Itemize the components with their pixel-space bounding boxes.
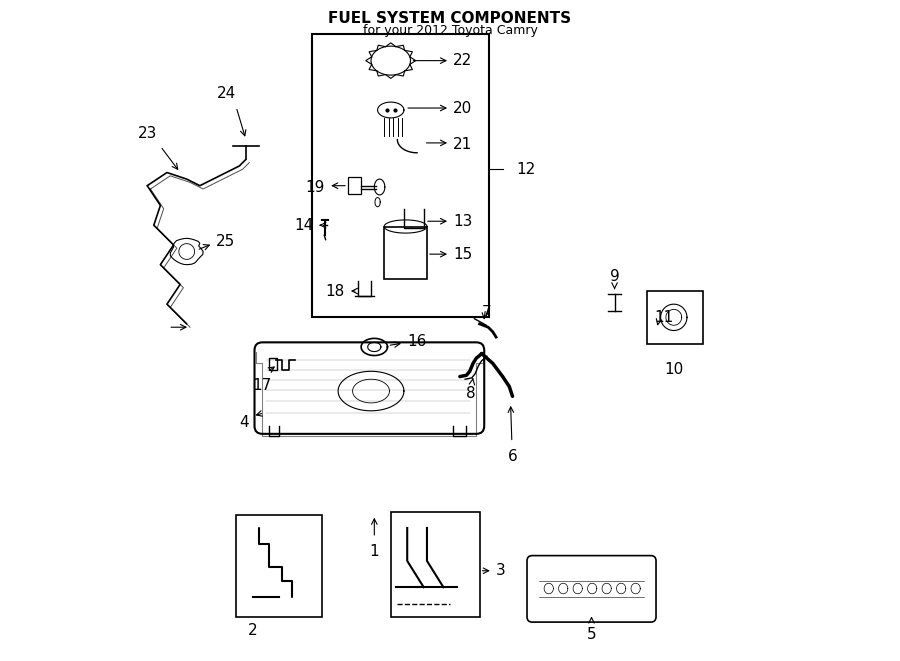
- Text: 25: 25: [216, 234, 236, 249]
- Text: 12: 12: [516, 162, 536, 176]
- Text: 18: 18: [326, 284, 345, 299]
- Text: 8: 8: [466, 386, 476, 401]
- Text: 10: 10: [664, 362, 683, 377]
- Bar: [269, 358, 277, 370]
- Polygon shape: [170, 239, 203, 264]
- Bar: [391, 512, 480, 617]
- Bar: [311, 34, 490, 317]
- Text: 5: 5: [587, 627, 597, 642]
- Text: 24: 24: [217, 86, 236, 101]
- Text: FUEL SYSTEM COMPONENTS: FUEL SYSTEM COMPONENTS: [328, 11, 572, 26]
- Text: 16: 16: [407, 334, 427, 349]
- Bar: [348, 177, 361, 194]
- Text: 11: 11: [654, 310, 673, 325]
- Text: 23: 23: [138, 126, 157, 141]
- Text: 1: 1: [370, 545, 379, 559]
- Bar: [384, 227, 427, 279]
- Bar: [647, 291, 704, 344]
- Text: 21: 21: [454, 137, 473, 153]
- Text: 4: 4: [239, 415, 249, 430]
- Text: 7: 7: [482, 305, 491, 321]
- Text: 2: 2: [248, 623, 257, 639]
- Bar: [236, 515, 321, 617]
- Polygon shape: [179, 244, 194, 259]
- Text: 13: 13: [454, 214, 473, 229]
- Text: 22: 22: [454, 53, 473, 68]
- Text: 19: 19: [306, 180, 325, 194]
- Text: 3: 3: [496, 563, 506, 578]
- Text: 17: 17: [253, 378, 272, 393]
- Text: 20: 20: [454, 100, 473, 116]
- Text: 9: 9: [609, 270, 619, 284]
- Text: 15: 15: [454, 247, 473, 262]
- Text: 6: 6: [508, 449, 518, 464]
- Text: for your 2012 Toyota Camry: for your 2012 Toyota Camry: [363, 24, 537, 38]
- Text: 14: 14: [294, 217, 314, 233]
